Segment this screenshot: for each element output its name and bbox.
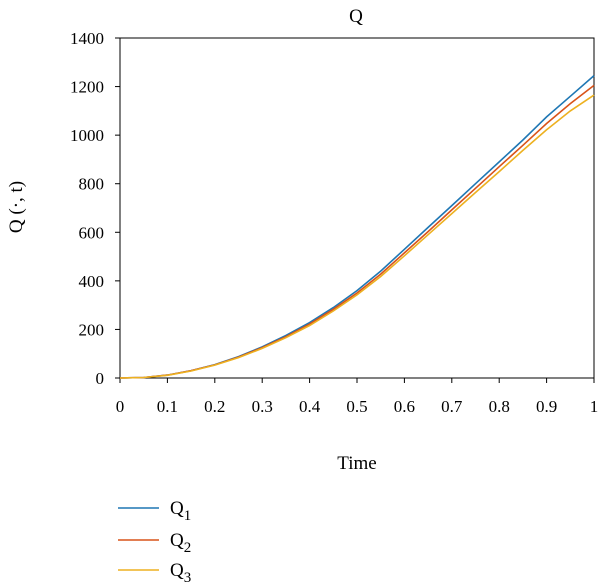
x-tick-label: 0.9 xyxy=(536,397,557,416)
y-tick-label: 800 xyxy=(79,175,105,194)
y-tick-label: 200 xyxy=(79,320,105,339)
x-tick-label: 0.4 xyxy=(299,397,321,416)
x-tick-label: 0 xyxy=(116,397,125,416)
x-tick-label: 0.6 xyxy=(394,397,415,416)
x-tick-label: 0.8 xyxy=(489,397,510,416)
series-line-q2 xyxy=(119,84,595,379)
x-tick-label: 0.3 xyxy=(252,397,273,416)
y-tick-label: 400 xyxy=(79,272,105,291)
y-tick-label: 1200 xyxy=(70,78,104,97)
x-tick-label: 0.1 xyxy=(157,397,178,416)
chart-title: Q xyxy=(349,6,363,27)
plot-frame xyxy=(119,37,595,379)
y-tick-label: 1400 xyxy=(70,29,104,48)
axes xyxy=(119,37,595,379)
y-axis-label: Q (·, t) xyxy=(6,181,27,233)
series-line-q3 xyxy=(119,94,595,379)
x-axis-label: Time xyxy=(337,453,376,474)
y-tick-label: 0 xyxy=(96,369,105,388)
y-tick-label: 600 xyxy=(79,223,105,242)
legend-label-q1: Q1 xyxy=(170,498,191,524)
series-lines xyxy=(119,74,595,379)
y-axis-ticks: 0 200 400 600 800 1000 1200 1400 xyxy=(70,29,120,388)
x-tick-label: 0.2 xyxy=(204,397,225,416)
legend-label-q2: Q2 xyxy=(170,530,191,556)
x-tick-label: 0.5 xyxy=(346,397,367,416)
y-tick-label: 1000 xyxy=(70,126,104,145)
x-tick-label: 1 xyxy=(590,397,599,416)
series-line-q1 xyxy=(119,74,595,379)
x-tick-label: 0.7 xyxy=(441,397,463,416)
legend: Q1 Q2 Q3 xyxy=(118,498,191,586)
x-axis-ticks: 0 0.1 0.2 0.3 0.4 0.5 0.6 0.7 0.8 0.9 1 xyxy=(116,378,599,416)
legend-label-q3: Q3 xyxy=(170,560,191,586)
